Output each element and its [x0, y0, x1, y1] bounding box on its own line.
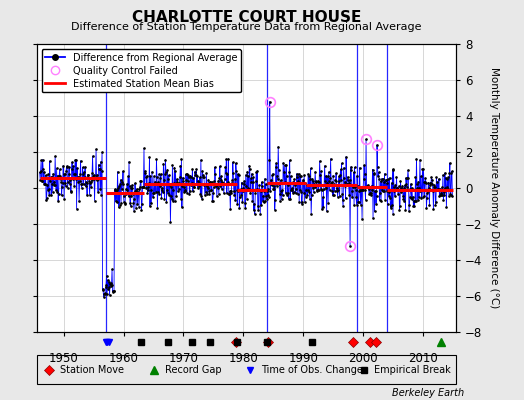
Text: 1980: 1980	[228, 352, 258, 366]
Text: 2000: 2000	[348, 352, 378, 366]
Text: Berkeley Earth: Berkeley Earth	[391, 388, 464, 398]
Legend: Difference from Regional Average, Quality Control Failed, Estimated Station Mean: Difference from Regional Average, Qualit…	[41, 49, 241, 92]
Text: 1950: 1950	[49, 352, 79, 366]
Text: Time of Obs. Change: Time of Obs. Change	[261, 365, 363, 374]
Text: 1970: 1970	[168, 352, 199, 366]
Y-axis label: Monthly Temperature Anomaly Difference (°C): Monthly Temperature Anomaly Difference (…	[489, 67, 499, 309]
Text: Difference of Station Temperature Data from Regional Average: Difference of Station Temperature Data f…	[71, 22, 421, 32]
Text: 1960: 1960	[108, 352, 138, 366]
Text: 1990: 1990	[288, 352, 318, 366]
Text: 2010: 2010	[408, 352, 438, 366]
Text: Empirical Break: Empirical Break	[374, 365, 451, 374]
Text: Record Gap: Record Gap	[165, 365, 221, 374]
Text: CHARLOTTE COURT HOUSE: CHARLOTTE COURT HOUSE	[132, 10, 361, 25]
Text: Station Move: Station Move	[60, 365, 124, 374]
